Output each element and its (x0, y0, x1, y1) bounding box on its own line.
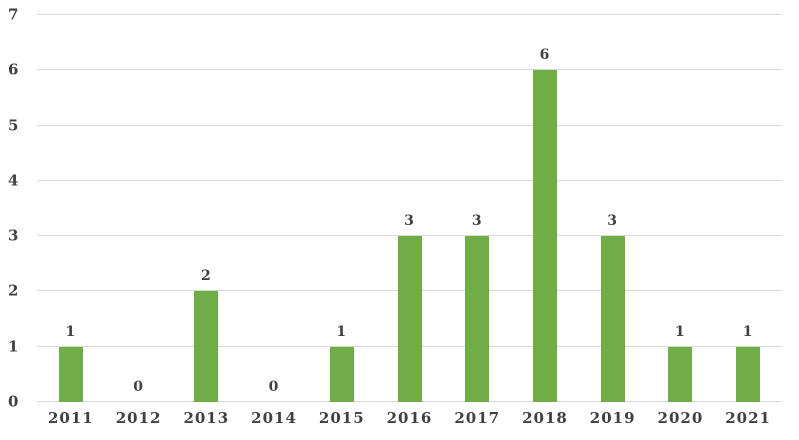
y-tick-label: 5 (8, 116, 19, 135)
gridline (37, 235, 782, 237)
bar (736, 346, 761, 402)
data-label: 1 (742, 323, 754, 340)
x-tick-label: 2019 (589, 409, 636, 427)
y-tick-label: 7 (8, 5, 19, 24)
x-tick-label: 2013 (183, 409, 230, 427)
data-label: 1 (65, 323, 77, 340)
x-tick-label: 2017 (454, 409, 501, 427)
data-label: 3 (607, 213, 619, 230)
gridline (37, 69, 782, 71)
bar (58, 346, 83, 402)
y-tick-label: 4 (8, 171, 19, 190)
data-label: 3 (404, 213, 415, 230)
x-tick-label: 2015 (318, 409, 365, 427)
y-axis: 0 1 2 3 4 5 6 7 (0, 7, 30, 409)
y-tick-label: 1 (8, 337, 19, 356)
gridline (37, 179, 782, 181)
x-tick-label: 2021 (725, 409, 771, 427)
bar (194, 291, 219, 402)
y-tick-label: 3 (8, 226, 19, 245)
data-label: 3 (471, 213, 483, 230)
y-tick-label: 2 (8, 281, 19, 300)
x-tick-label: 2012 (115, 409, 162, 427)
x-tick-label: 2018 (522, 409, 568, 427)
x-tick-label: 2016 (386, 409, 433, 427)
data-label: 1 (675, 323, 686, 340)
x-tick-label: 2011 (47, 409, 94, 427)
gridline (37, 14, 782, 15)
gridline (37, 124, 782, 126)
data-label: 6 (539, 47, 551, 64)
data-label: 0 (133, 379, 144, 395)
data-label: 1 (336, 323, 348, 340)
data-label: 0 (268, 379, 280, 395)
bar (600, 236, 625, 402)
bar (329, 346, 354, 402)
y-tick-label: 6 (8, 60, 19, 79)
bar (465, 236, 490, 402)
x-tick-label: 2014 (251, 409, 297, 427)
bar (397, 236, 422, 402)
data-label: 2 (200, 268, 212, 285)
x-tick-label: 2020 (657, 409, 704, 427)
y-tick-label: 0 (8, 392, 19, 411)
bar (532, 70, 557, 402)
bar (668, 346, 693, 402)
